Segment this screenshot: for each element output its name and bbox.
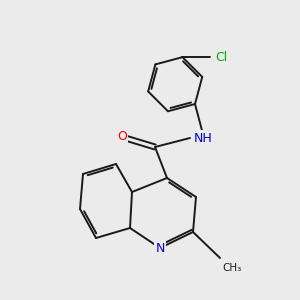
Text: Cl: Cl (215, 51, 228, 64)
Text: NH: NH (194, 131, 213, 145)
Text: CH₃: CH₃ (222, 263, 241, 273)
Text: N: N (155, 242, 165, 254)
Text: O: O (117, 130, 127, 143)
